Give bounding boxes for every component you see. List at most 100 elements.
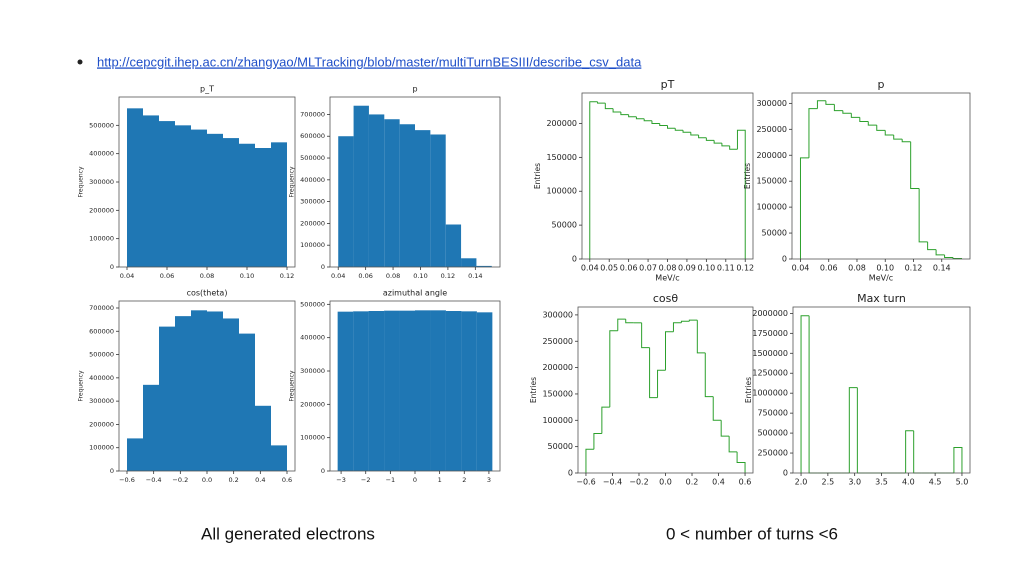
histogram-step (617, 318, 626, 331)
chart-title: pT (661, 78, 675, 91)
histogram-step (712, 396, 722, 421)
histogram-step (808, 108, 818, 158)
histogram-bar (384, 310, 400, 471)
histogram-step (893, 135, 903, 140)
histogram-bar (430, 134, 446, 267)
histogram-step (927, 241, 937, 251)
histogram-step (918, 188, 928, 243)
y-tick-label: 400000 (300, 176, 325, 184)
y-tick-label: 200000 (300, 400, 325, 408)
histogram-step (850, 113, 860, 118)
y-tick-label: 100000 (89, 444, 114, 452)
histogram-bar (223, 138, 239, 267)
y-tick-label: 0 (782, 255, 787, 264)
y-tick-label: 400000 (300, 334, 325, 342)
histogram-bar (159, 121, 175, 267)
y-tick-label: 2000000 (752, 309, 788, 318)
x-tick-label: −0.6 (576, 478, 595, 487)
histogram-step (910, 141, 920, 189)
y-tick-label: 0 (572, 255, 577, 264)
y-tick-label: 600000 (89, 327, 114, 335)
bullet (77, 59, 83, 65)
caption: All generated electrons (201, 524, 375, 543)
x-tick-label: 0.05 (600, 264, 618, 273)
histogram-step (696, 320, 706, 354)
histogram-step (672, 322, 682, 332)
histogram-step (728, 436, 738, 453)
histogram-step (628, 114, 637, 118)
histogram-step (867, 121, 877, 126)
chart-title: p (878, 78, 885, 91)
histogram-step (720, 420, 730, 437)
x-tick-label: 3.0 (848, 478, 861, 487)
x-tick-label: 0.06 (620, 264, 638, 273)
caption: 0 < number of turns <6 (666, 524, 838, 543)
x-tick-label: 0.10 (413, 272, 427, 280)
y-axis-label: Entries (744, 377, 753, 403)
y-tick-label: 250000 (757, 449, 788, 458)
histogram-step (729, 145, 738, 150)
y-tick-label: 150000 (756, 177, 787, 186)
histogram-step (593, 432, 602, 450)
plot-frame (792, 306, 971, 474)
x-tick-label: 0.11 (717, 264, 735, 273)
y-tick-label: 50000 (548, 442, 573, 451)
histogram-bar (476, 265, 492, 267)
histogram-step (736, 451, 746, 473)
histogram-bar (445, 311, 462, 471)
histogram-bar (175, 316, 191, 471)
histogram-step (825, 100, 835, 105)
histogram-step (808, 315, 818, 474)
y-tick-label: 200000 (89, 206, 114, 214)
x-tick-label: −0.4 (603, 478, 622, 487)
y-tick-label: 1500000 (752, 349, 788, 358)
histogram-bar (430, 310, 446, 471)
y-tick-label: 0 (321, 467, 325, 475)
chart-title: azimuthal angle (383, 289, 447, 298)
y-tick-label: 300000 (300, 367, 325, 375)
histogram-step (651, 120, 660, 124)
y-tick-label: 300000 (756, 99, 787, 108)
x-tick-label: 0.04 (120, 272, 134, 280)
histogram-step (884, 130, 894, 136)
histogram-step (704, 352, 714, 398)
y-tick-label: 200000 (756, 151, 787, 160)
x-tick-label: 0.2 (686, 478, 699, 487)
x-tick-label: 0.0 (202, 476, 212, 484)
histogram-step (816, 100, 826, 109)
histogram-step (604, 103, 614, 110)
histogram-step (620, 111, 629, 116)
plot-frame (581, 92, 754, 260)
histogram-step (842, 110, 852, 114)
x-axis-label: MeV/c (869, 274, 893, 283)
y-tick-label: 300000 (300, 198, 325, 206)
x-tick-label: 2 (462, 476, 466, 484)
histogram-bar (191, 129, 207, 267)
plot-frame (791, 92, 971, 260)
histogram-bar (127, 108, 143, 267)
histogram-step (800, 315, 810, 473)
x-tick-label: 1 (438, 476, 442, 484)
chart-title: cosθ (653, 292, 679, 305)
y-tick-label: 100000 (756, 203, 787, 212)
link[interactable]: http://cepcgit.ihep.ac.cn/zhangyao/MLTra… (97, 54, 642, 69)
y-axis-label: Frequency (289, 370, 296, 401)
y-tick-label: 300000 (89, 178, 114, 186)
histogram-bar (239, 143, 255, 267)
histogram-step (876, 125, 886, 131)
y-tick-label: 0 (568, 469, 573, 478)
histogram-step (856, 387, 866, 474)
y-tick-label: 50000 (762, 229, 787, 238)
histogram-step (705, 137, 715, 141)
x-tick-label: 0.06 (160, 272, 174, 280)
histogram-bar (143, 384, 159, 471)
y-axis-label: Frequency (78, 166, 85, 197)
histogram-bar (399, 124, 415, 267)
y-axis-label: Frequency (289, 166, 296, 197)
histogram-step (597, 101, 606, 104)
y-axis-label: Frequency (78, 370, 85, 401)
histogram-step (953, 446, 963, 473)
y-tick-label: 250000 (756, 125, 787, 134)
x-tick-label: 0.10 (697, 264, 715, 273)
histogram-step (657, 369, 666, 398)
